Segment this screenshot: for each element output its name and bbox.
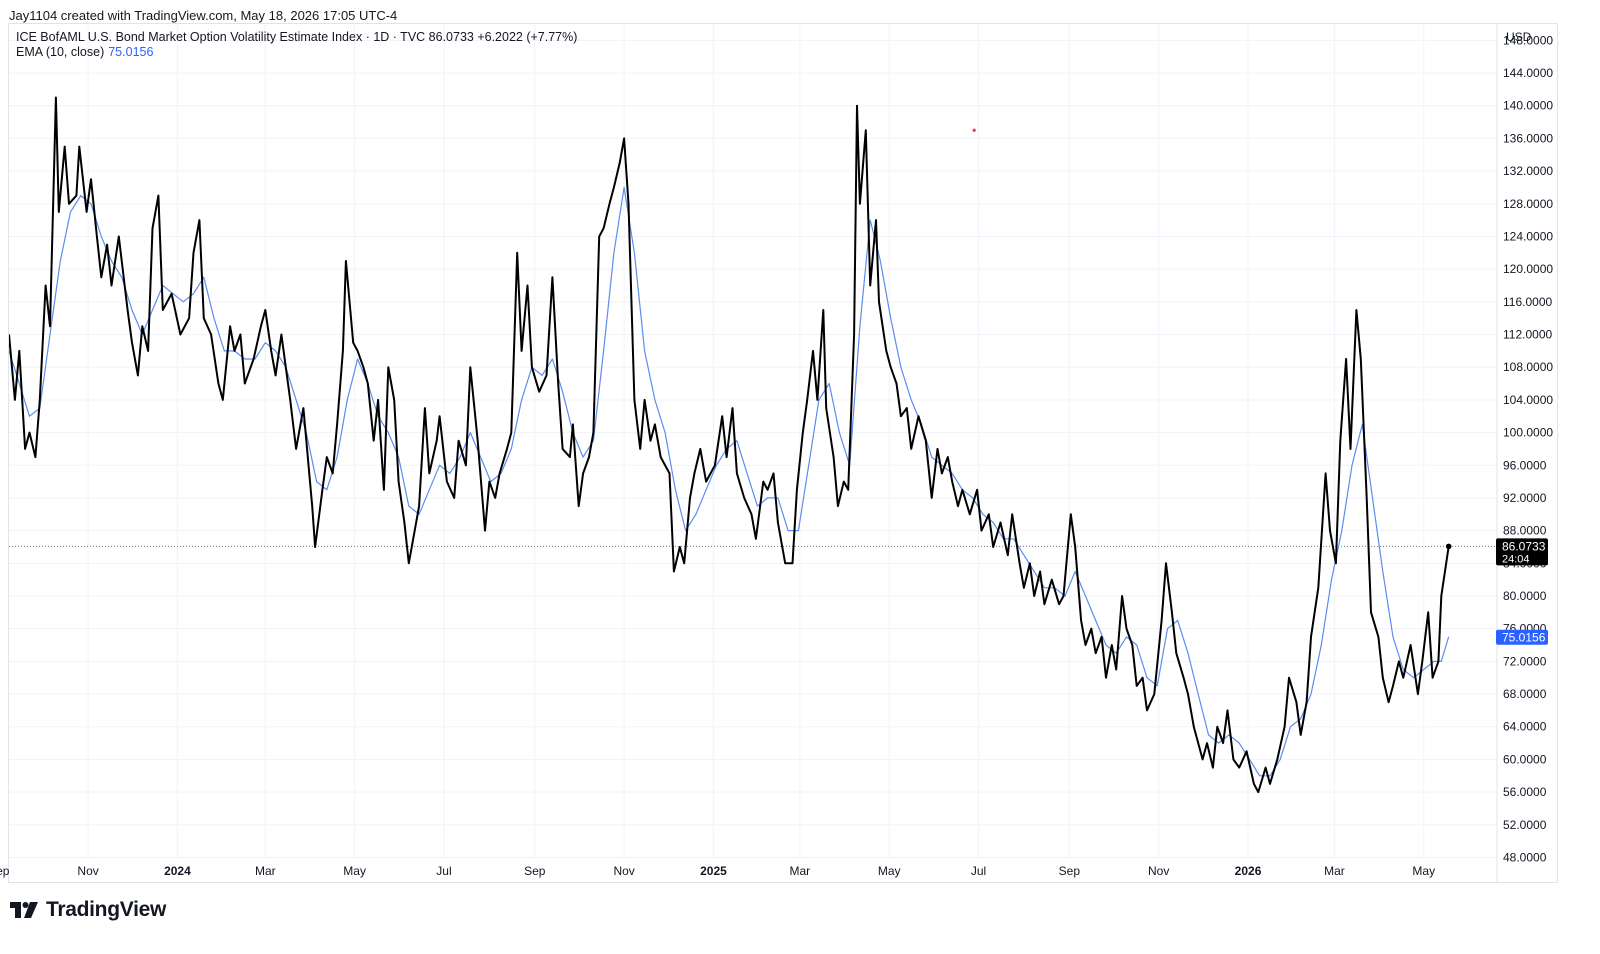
x-tick-label: Nov [77, 864, 98, 878]
y-tick-label: 64.0000 [1503, 720, 1547, 734]
legend-symbol-line[interactable]: ICE BofAML U.S. Bond Market Option Volat… [16, 30, 578, 44]
y-tick-label: 60.0000 [1503, 752, 1547, 766]
y-tick-label: 72.0000 [1503, 654, 1547, 668]
y-tick-label: 68.0000 [1503, 687, 1547, 701]
tradingview-logo[interactable]: TradingView [10, 898, 166, 922]
price-series-line [9, 96, 1450, 794]
x-tick-label: Sep [524, 864, 546, 878]
y-tick-label: 148.0000 [1503, 33, 1553, 47]
y-tick-label: 112.0000 [1503, 328, 1552, 342]
y-tick-label: 80.0000 [1503, 589, 1547, 603]
x-tick-label: Sep [0, 864, 10, 878]
y-tick-label: 52.0000 [1503, 818, 1547, 832]
y-tick-label: 108.0000 [1503, 360, 1553, 374]
ema-label: EMA (10, close) [16, 45, 105, 59]
ema-series-line [9, 186, 1450, 777]
x-tick-label: May [1412, 864, 1435, 878]
x-tick-label: Mar [790, 864, 811, 878]
last-price-dot [1445, 543, 1452, 550]
y-tick-label: 104.0000 [1503, 393, 1553, 407]
x-tick-label: Nov [613, 864, 634, 878]
x-tick-label: Jul [971, 864, 986, 878]
y-tick-label: 116.0000 [1503, 295, 1552, 309]
legend-ema-line[interactable]: EMA (10, close) 75.0156 [16, 45, 153, 59]
y-tick-label: 96.0000 [1503, 458, 1547, 472]
y-tick-label: 132.0000 [1503, 164, 1553, 178]
y-tick-label: 100.0000 [1503, 426, 1553, 440]
y-tick-label: 144.0000 [1503, 66, 1553, 80]
x-tick-label: May [878, 864, 901, 878]
x-tick-label: Mar [1324, 864, 1345, 878]
x-tick-label: Nov [1148, 864, 1169, 878]
currency-label: USD [1506, 30, 1532, 44]
y-tick-label: 120.0000 [1503, 262, 1553, 276]
price-tag-box [1496, 538, 1548, 566]
y-tick-label: 92.0000 [1503, 491, 1547, 505]
price-tag-countdown: 24:04 [1502, 553, 1530, 565]
x-tick-label: 2026 [1235, 864, 1262, 878]
ema-tag-box [1496, 629, 1548, 645]
grid-layer [9, 24, 1497, 858]
y-axis: 48.0000 52.0000 56.0000 60.0000 64.0000 68.00… [1496, 24, 1553, 882]
x-tick-label: May [343, 864, 366, 878]
x-tick-label: 2025 [700, 864, 727, 878]
ema-tag-value: 75.0156 [1502, 631, 1546, 645]
attribution-text: Jay1104 created with TradingView.com, Ma… [9, 8, 398, 23]
y-tick-label: 124.0000 [1503, 229, 1553, 243]
y-tick-label: 136.0000 [1503, 131, 1553, 145]
y-tick-label: 140.0000 [1503, 99, 1553, 113]
y-tick-label: 128.0000 [1503, 197, 1553, 211]
series-layer [9, 96, 1452, 794]
ema-value: 75.0156 [108, 45, 154, 59]
y-tick-label: 88.0000 [1503, 524, 1547, 538]
x-tick-label: 2024 [164, 864, 191, 878]
x-tick-label: Jul [436, 864, 451, 878]
x-tick-label: Sep [1059, 864, 1081, 878]
x-axis: Sep Nov 2024 Mar May Jul Sep Nov 2025 Mar May Jul Se… [0, 864, 1435, 878]
chart-frame [8, 23, 1558, 883]
y-tick-label: 48.0000 [1503, 850, 1547, 864]
tradingview-logo-icon [10, 902, 38, 918]
x-tick-label: Mar [255, 864, 276, 878]
price-tag-value: 86.0733 [1502, 539, 1546, 553]
annotation-dot [972, 128, 976, 132]
y-tick-label: 56.0000 [1503, 785, 1547, 799]
tradingview-brand-text: TradingView [46, 898, 167, 921]
